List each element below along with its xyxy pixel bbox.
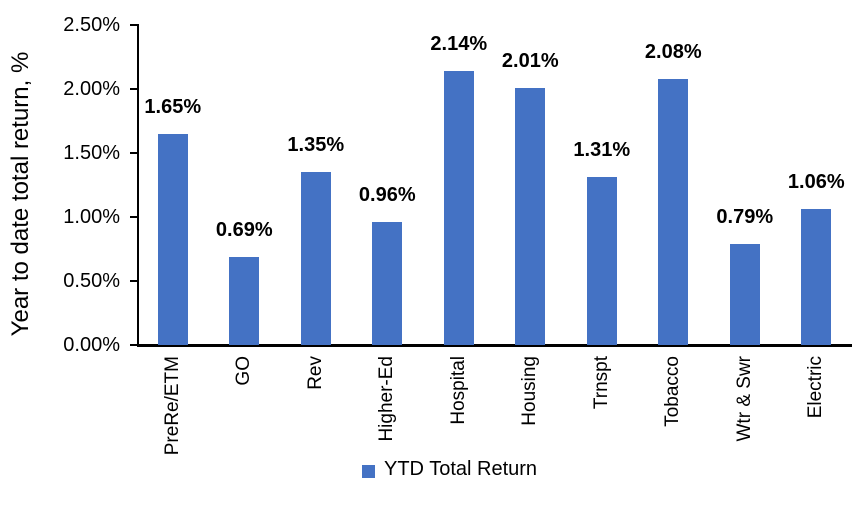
x-category-label: GO [233,356,255,386]
bar-value-label: 0.96% [358,184,416,207]
y-tick-mark [130,216,137,218]
legend-swatch [362,465,375,478]
bar [801,209,832,345]
bar-value-label: 2.01% [501,49,559,72]
bar-value-label: 2.14% [430,33,488,56]
x-category-label: PreRe/ETM [161,356,183,456]
bar-value-label: 0.79% [716,205,774,228]
bar [658,78,689,345]
bar [515,87,546,345]
bar-value-label: 1.06% [787,171,845,194]
x-category-label: Wtr & Swr [733,356,755,442]
x-category-label: Electric [805,356,827,419]
legend: YTD Total Return [362,458,537,480]
y-tick-mark [130,344,137,346]
bar-value-label: 2.08% [644,40,702,63]
x-category-label: Hospital [447,356,469,425]
bar-value-label: 1.65% [144,95,202,118]
y-tick-label: 1.50% [63,142,120,164]
y-axis-line [137,24,139,347]
y-tick-label: 0.50% [63,270,120,292]
y-tick-mark [130,280,137,282]
bar [157,133,188,345]
y-tick-mark [130,24,137,26]
y-tick-label: 2.50% [63,14,120,36]
x-category-label: Rev [304,356,326,390]
y-tick-label: 2.00% [63,78,120,100]
y-tick-mark [130,88,137,90]
bar [729,243,760,345]
bar-value-label: 1.35% [287,134,345,157]
x-category-label: Housing [519,356,541,426]
bar [300,172,331,345]
legend-label: YTD Total Return [384,458,538,480]
y-tick-label: 1.00% [63,206,120,228]
x-category-label: Trnspt [590,356,612,410]
x-axis-line [137,344,852,347]
bar-value-label: 0.69% [215,218,273,241]
bar [586,177,617,345]
y-tick-mark [130,152,137,154]
bar [372,222,403,345]
bar-value-label: 1.31% [573,139,631,162]
bar [443,71,474,345]
x-category-label: Tobacco [662,356,684,427]
y-tick-label: 0.00% [63,334,120,356]
x-category-label: Higher-Ed [376,356,398,442]
bar [229,256,260,345]
